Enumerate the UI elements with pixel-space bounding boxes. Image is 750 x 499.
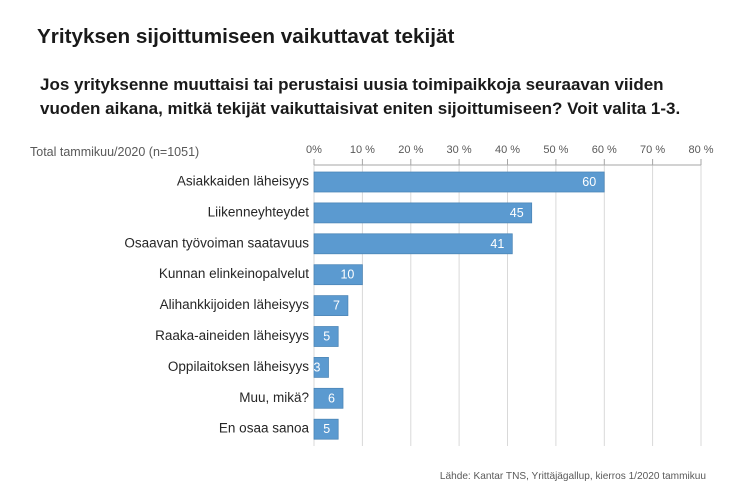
svg-text:En osaa sanoa: En osaa sanoa [219, 421, 310, 436]
svg-text:Liikenneyhteydet: Liikenneyhteydet [208, 204, 310, 219]
svg-text:6: 6 [328, 391, 335, 405]
svg-text:10 %: 10 % [350, 144, 375, 156]
svg-text:0%: 0% [306, 144, 322, 156]
svg-text:Raaka-aineiden läheisyys: Raaka-aineiden läheisyys [155, 328, 309, 343]
svg-text:Oppilaitoksen läheisyys: Oppilaitoksen läheisyys [168, 359, 309, 374]
svg-text:45: 45 [510, 206, 524, 220]
svg-text:Kunnan elinkeinopalvelut: Kunnan elinkeinopalvelut [159, 266, 309, 281]
svg-text:50 %: 50 % [543, 144, 568, 156]
svg-text:80 %: 80 % [688, 144, 713, 156]
svg-text:Asiakkaiden läheisyys: Asiakkaiden läheisyys [177, 174, 309, 189]
svg-text:Osaavan työvoiman saatavuus: Osaavan työvoiman saatavuus [124, 235, 309, 250]
svg-text:70 %: 70 % [640, 144, 665, 156]
svg-text:10: 10 [340, 268, 354, 282]
svg-text:41: 41 [490, 237, 504, 251]
svg-text:60: 60 [582, 175, 596, 189]
svg-text:40 %: 40 % [495, 144, 520, 156]
svg-text:20 %: 20 % [398, 144, 423, 156]
svg-text:30 %: 30 % [447, 144, 472, 156]
svg-text:5: 5 [323, 330, 330, 344]
svg-text:7: 7 [333, 299, 340, 313]
svg-text:Alihankkijoiden läheisyys: Alihankkijoiden läheisyys [160, 297, 310, 312]
svg-text:3: 3 [314, 360, 321, 374]
svg-text:Muu, mikä?: Muu, mikä? [239, 390, 309, 405]
svg-text:60 %: 60 % [592, 144, 617, 156]
svg-text:5: 5 [323, 422, 330, 436]
